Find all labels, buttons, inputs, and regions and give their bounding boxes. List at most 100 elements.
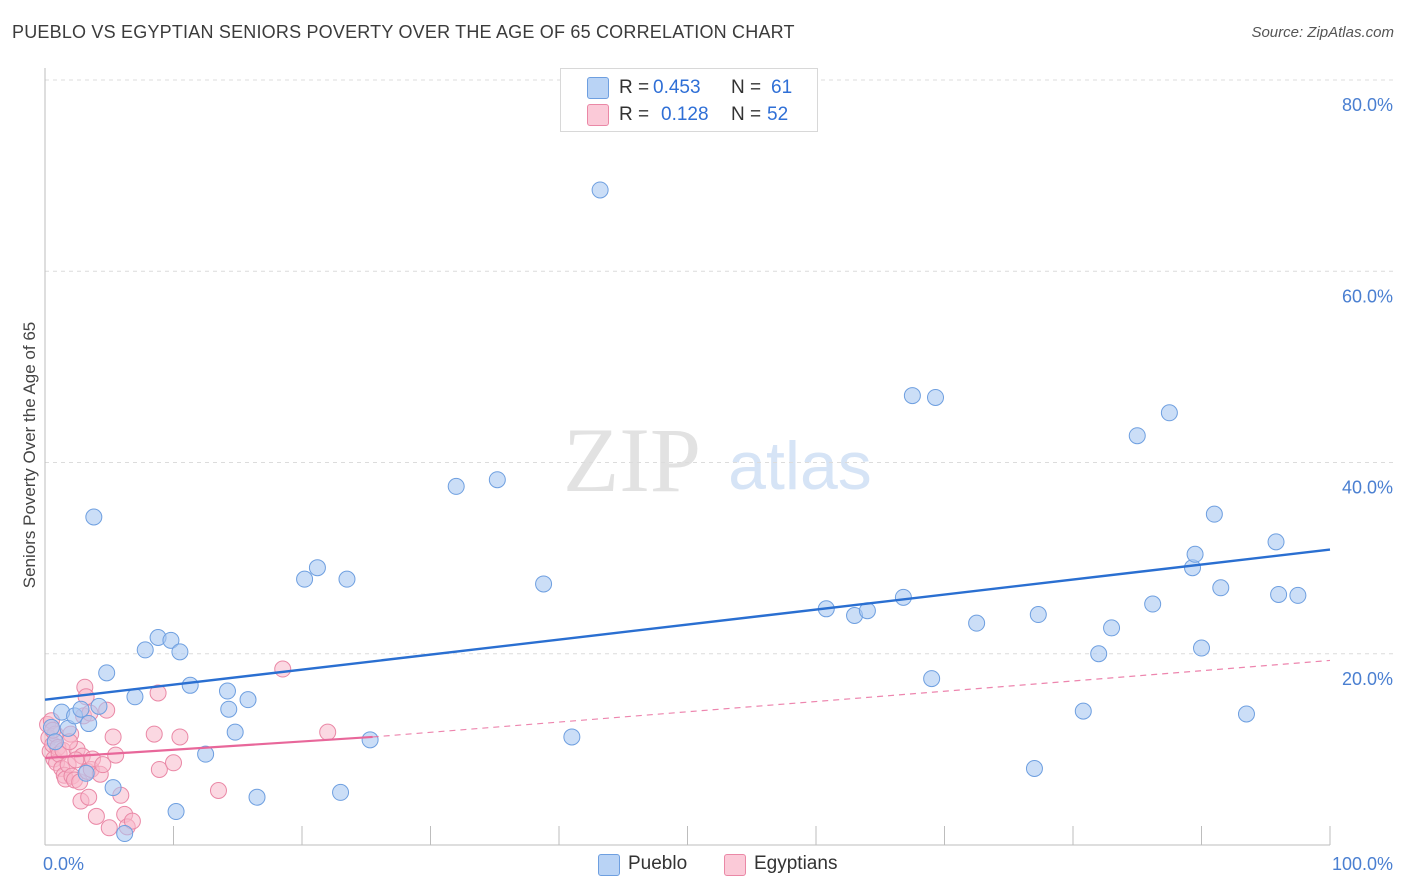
- pueblo-point: [308, 559, 326, 577]
- pueblo-point: [226, 723, 244, 741]
- egyptians-point: [149, 684, 167, 702]
- pueblo-point: [1270, 585, 1288, 603]
- n-value: 52: [767, 104, 789, 125]
- egyptians-point: [94, 756, 112, 774]
- pueblo-point: [239, 691, 257, 709]
- egyptians-point: [104, 728, 122, 746]
- egyptians-point: [67, 751, 85, 769]
- pueblo-point: [162, 631, 180, 649]
- pueblo-point: [488, 471, 506, 489]
- pueblo-point: [197, 745, 215, 763]
- r-label: R =: [619, 104, 650, 125]
- gridlines: [45, 79, 1393, 655]
- y-tick-label: 60.0%: [1342, 286, 1393, 306]
- axes: [44, 68, 1331, 846]
- y-tick-label: 80.0%: [1342, 95, 1393, 115]
- pueblo-points: [42, 181, 1307, 843]
- egyptians-point: [100, 819, 118, 837]
- pueblo-point: [136, 641, 154, 659]
- n-value: 61: [771, 77, 793, 98]
- pueblo-swatch: [598, 854, 620, 876]
- pueblo-point: [1074, 702, 1092, 720]
- pueblo-point: [563, 728, 581, 746]
- pueblo-trend-line: [44, 548, 1331, 701]
- pueblo-point: [1144, 595, 1162, 613]
- chart-title: PUEBLO VS EGYPTIAN SENIORS POVERTY OVER …: [12, 22, 795, 42]
- pueblo-point: [85, 508, 103, 526]
- pueblo-point: [77, 764, 95, 782]
- pueblo-point: [167, 803, 185, 821]
- pueblo-point: [591, 181, 609, 199]
- egyptians-point: [150, 760, 168, 778]
- y-tick-label: 20.0%: [1342, 669, 1393, 689]
- egyptians-swatch: [724, 854, 746, 876]
- pueblo-point: [927, 388, 945, 406]
- pueblo-point: [923, 670, 941, 688]
- pueblo-point: [80, 715, 98, 733]
- egyptians-point: [145, 725, 163, 743]
- legend-label-egyptians: Egyptians: [754, 853, 838, 874]
- y-tick-label: 40.0%: [1342, 478, 1393, 498]
- legend-label-pueblo: Pueblo: [628, 853, 688, 874]
- pueblo-point: [104, 779, 122, 797]
- pueblo-point: [72, 700, 90, 718]
- egyptians-swatch: [587, 104, 609, 126]
- pueblo-point: [46, 733, 64, 751]
- watermark: ZIP atlas: [563, 409, 872, 511]
- pueblo-swatch: [587, 77, 609, 99]
- pueblo-point: [1029, 606, 1047, 624]
- pueblo-point: [90, 697, 108, 715]
- pueblo-point: [248, 788, 266, 806]
- watermark-zip: ZIP: [563, 409, 701, 511]
- pueblo-point: [1160, 404, 1178, 422]
- n-label: N =: [731, 104, 762, 125]
- r-label: R =: [619, 77, 650, 98]
- pueblo-point: [338, 570, 356, 588]
- pueblo-point: [1103, 619, 1121, 637]
- trend-lines: [44, 548, 1331, 760]
- egyptians-trend-extension: [372, 659, 1331, 738]
- pueblo-point: [1237, 705, 1255, 723]
- pueblo-point: [126, 688, 144, 706]
- pueblo-point: [1193, 639, 1210, 657]
- r-value: 0.128: [661, 104, 709, 125]
- pueblo-point: [1212, 579, 1230, 597]
- tick-labels: 20.0% 40.0% 60.0% 80.0% 0.0% 100.0%: [43, 95, 1393, 874]
- egyptians-point: [171, 728, 189, 746]
- x-tick-label: 0.0%: [43, 854, 84, 874]
- pueblo-point: [220, 700, 238, 718]
- pueblo-point: [1025, 760, 1043, 777]
- pueblo-point: [1289, 586, 1307, 604]
- pueblo-point: [332, 783, 350, 801]
- pueblo-point: [1205, 505, 1223, 523]
- egyptians-point: [165, 754, 182, 772]
- pueblo-point: [1128, 427, 1146, 445]
- pueblo-point: [1090, 645, 1108, 663]
- pueblo-point: [903, 387, 921, 405]
- pueblo-point: [98, 664, 116, 682]
- pueblo-point: [171, 643, 189, 661]
- watermark-atlas: atlas: [728, 428, 872, 504]
- egyptians-point: [87, 807, 105, 825]
- egyptians-point: [274, 660, 292, 678]
- pueblo-point: [361, 731, 379, 749]
- pueblo-point: [42, 718, 60, 736]
- pueblo-point: [447, 477, 465, 495]
- pueblo-point: [116, 825, 134, 843]
- x-tick-label: 100.0%: [1332, 854, 1393, 874]
- pueblo-point: [218, 682, 236, 700]
- pueblo-point: [1267, 533, 1285, 551]
- pueblo-point: [968, 614, 986, 632]
- r-value: 0.453: [653, 77, 701, 98]
- pueblo-point: [894, 588, 912, 606]
- egyptians-point: [319, 723, 337, 741]
- n-label: N =: [731, 77, 762, 98]
- pueblo-point: [181, 676, 199, 694]
- pueblo-point: [1186, 545, 1204, 563]
- egyptians-point: [107, 746, 125, 764]
- egyptians-point: [80, 788, 98, 806]
- egyptians-point: [209, 781, 227, 799]
- egyptians-trend-line: [44, 735, 373, 760]
- pueblo-point: [535, 575, 553, 593]
